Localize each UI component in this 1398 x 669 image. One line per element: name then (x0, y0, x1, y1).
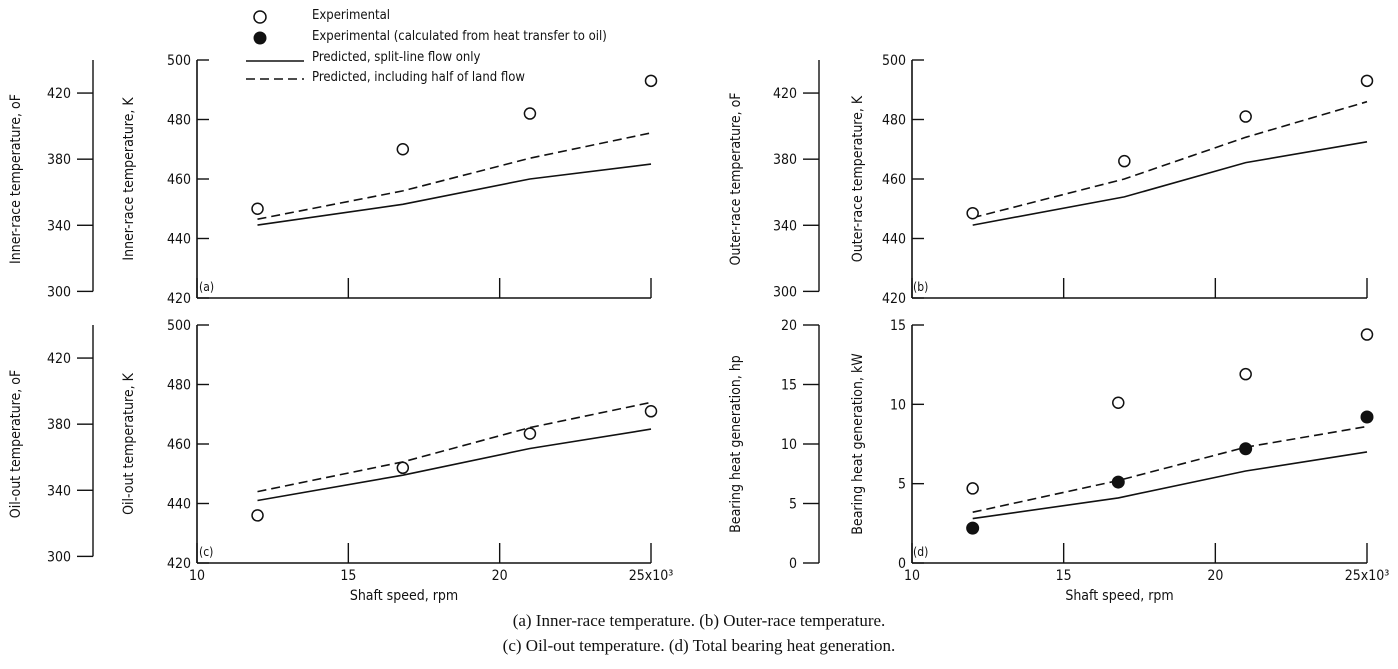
panel-d-x-axis-label: Shaft speed, rpm (1065, 588, 1173, 604)
panel-d-secondary-y-tick-label: 20 (781, 318, 797, 334)
panel-b-tag: (b) (913, 280, 928, 294)
legend-label-experimental-oil: Experimental (calculated from heat trans… (312, 29, 607, 44)
panel-d-x-tick-label: 20 (1207, 568, 1223, 584)
panel-d-tag: (d) (913, 545, 928, 559)
legend-label-predicted-split: Predicted, split-line flow only (312, 50, 481, 65)
panel-a-tag: (a) (199, 280, 214, 294)
panel-c-tag: (c) (199, 545, 213, 559)
panel-c-x-tick-label: 15 (340, 568, 356, 584)
panel-c-y-tick-label: 440 (167, 497, 191, 513)
panel-a-point-experimental (644, 74, 658, 88)
panel-d-point-experimental (1360, 328, 1374, 341)
panel-d-secondary-y-axis-label: Bearing heat generation, hp (728, 355, 744, 533)
panel-c-secondary-y-tick-label: 300 (47, 549, 71, 565)
panel-a-secondary-y-tick-label: 300 (47, 284, 71, 300)
panel-a-secondary-y-tick-label: 340 (47, 218, 71, 234)
panel-c-y-tick-label: 480 (167, 378, 191, 394)
panel-d-point-experimental-oil (1360, 410, 1374, 424)
panel-a-point-experimental (251, 202, 264, 215)
panel-b-point-experimental (1360, 74, 1374, 88)
panel-d-point-experimental-oil (966, 521, 980, 535)
panel-a-secondary-y-tick-label: 380 (47, 152, 71, 168)
panel-d-secondary-y-tick-label: 5 (789, 497, 797, 513)
panel-b-y-tick-label: 480 (882, 113, 906, 129)
panel-b-secondary-y-tick-label: 300 (773, 284, 797, 300)
panel-d-series-predicted-half (972, 425, 1368, 513)
panel-c-point-experimental (523, 427, 537, 440)
panel-b-y-tick-label: 420 (882, 291, 906, 307)
panel-a-secondary-y-tick-label: 420 (47, 86, 71, 102)
panel-c-point-experimental (251, 509, 264, 522)
panel-d-x-tick-label: 10 (904, 568, 920, 584)
panel-c-secondary-y-axis-label: Oil-out temperature, oF (8, 370, 24, 518)
panel-d-series-predicted-split (972, 451, 1368, 520)
panel-b-y-tick-label: 500 (882, 53, 906, 69)
panel-d-secondary-y-tick-label: 15 (781, 378, 797, 394)
panel-a-y-tick-label: 440 (167, 232, 191, 248)
panel-a-y-tick-label: 500 (167, 53, 191, 69)
panel-b-y-axis-label: Outer-race temperature, K (850, 95, 866, 262)
panel-c-y-tick-label: 420 (167, 556, 191, 572)
panel-d-point-experimental (1112, 396, 1125, 409)
panel-c-x-tick-label: 10 (189, 568, 205, 584)
panel-a-y-tick-label: 420 (167, 291, 191, 307)
panel-b-y-tick-label: 460 (882, 172, 906, 188)
panel-a-point-experimental (523, 107, 537, 120)
panel-d-secondary-y-tick-label: 10 (781, 437, 797, 453)
panel-c-secondary-y-tick-label: 420 (47, 351, 71, 367)
panel-b-point-experimental (1239, 110, 1252, 123)
panel-d-y-tick-label: 15 (890, 318, 906, 334)
caption-line-1: (a) Inner-race temperature. (b) Outer-ra… (512, 611, 886, 630)
panel-a-series-predicted-half (257, 132, 652, 220)
panel-d-y-tick-label: 0 (898, 556, 906, 572)
panel-b-secondary-y-axis-label: Outer-race temperature, oF (728, 92, 744, 265)
panel-a-point-experimental (396, 143, 410, 156)
panel-b-y-tick-label: 440 (882, 232, 906, 248)
panel-b-secondary-y-tick-label: 340 (773, 218, 797, 234)
panel-a-series-predicted-split (257, 163, 652, 226)
panel-c-x-tick-label: 25x10³ (629, 568, 674, 584)
panel-d-y-axis-label: Bearing heat generation, kW (850, 353, 866, 535)
panel-b-secondary-y-tick-label: 380 (773, 152, 797, 168)
panel-d-y-tick-label: 10 (890, 397, 906, 413)
legend-marker-experimental (253, 10, 267, 24)
legend-marker-experimental-oil (253, 31, 267, 45)
panel-c-series-predicted-split (257, 428, 652, 502)
panel-d-secondary-y-tick-label: 0 (789, 556, 797, 572)
panel-c-point-experimental (644, 405, 658, 418)
legend-label-experimental: Experimental (312, 8, 390, 23)
panel-a-secondary-y-axis-label: Inner-race temperature, oF (8, 94, 24, 264)
panel-d-x-tick-label: 25x10³ (1345, 568, 1390, 584)
panel-c-series-predicted-half (257, 401, 652, 493)
panel-c-point-experimental (396, 461, 410, 475)
panel-a-y-tick-label: 460 (167, 172, 191, 188)
panel-c-secondary-y-tick-label: 340 (47, 483, 71, 499)
panel-c-y-axis-label: Oil-out temperature, K (121, 372, 137, 514)
panel-b-secondary-y-tick-label: 420 (773, 86, 797, 102)
panel-b-series-predicted-half (972, 100, 1368, 219)
panel-a-y-tick-label: 480 (167, 113, 191, 129)
panel-b-point-experimental (966, 206, 979, 220)
panel-d-y-tick-label: 5 (898, 477, 906, 493)
legend-label-predicted-half: Predicted, including half of land flow (312, 70, 525, 85)
panel-d-point-experimental (966, 482, 979, 495)
panel-c-secondary-y-tick-label: 380 (47, 417, 71, 433)
panel-b-series-predicted-split (972, 141, 1368, 226)
panel-c-y-tick-label: 500 (167, 318, 191, 334)
caption-line-2: (c) Oil-out temperature. (d) Total beari… (502, 636, 896, 655)
panel-d-point-experimental-oil (1239, 442, 1253, 456)
panel-a-y-axis-label: Inner-race temperature, K (121, 97, 137, 261)
panel-d-point-experimental (1239, 367, 1252, 381)
panel-b-point-experimental (1118, 154, 1131, 168)
panel-c-y-tick-label: 460 (167, 437, 191, 453)
panel-d-point-experimental-oil (1111, 475, 1125, 489)
panel-c-x-axis-label: Shaft speed, rpm (350, 588, 458, 604)
panel-c-x-tick-label: 20 (492, 568, 508, 584)
panel-d-x-tick-label: 15 (1056, 568, 1072, 584)
